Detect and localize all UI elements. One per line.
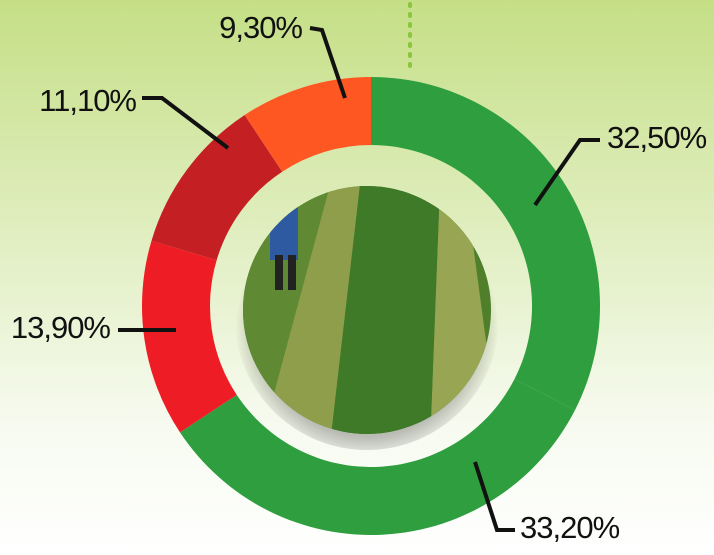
donut-slice <box>371 77 600 410</box>
donut <box>142 77 600 535</box>
value-label: 11,10% <box>39 83 136 118</box>
value-label: 13,90% <box>11 310 111 345</box>
donut-slice <box>244 77 371 172</box>
photo <box>243 186 491 434</box>
donut-slice <box>142 240 237 433</box>
leader-line <box>142 96 230 150</box>
value-label: 9,30% <box>219 10 302 45</box>
value-label: 32,50% <box>607 120 707 155</box>
value-label: 33,20% <box>520 510 620 545</box>
leader-line <box>309 26 347 99</box>
leader-line <box>473 461 515 532</box>
donut-slice <box>179 379 576 535</box>
labels: 32,50% 33,20% 13,90% 11,10% 9,30% <box>11 10 708 545</box>
leader-line <box>533 138 600 207</box>
donut-slice <box>151 114 283 261</box>
